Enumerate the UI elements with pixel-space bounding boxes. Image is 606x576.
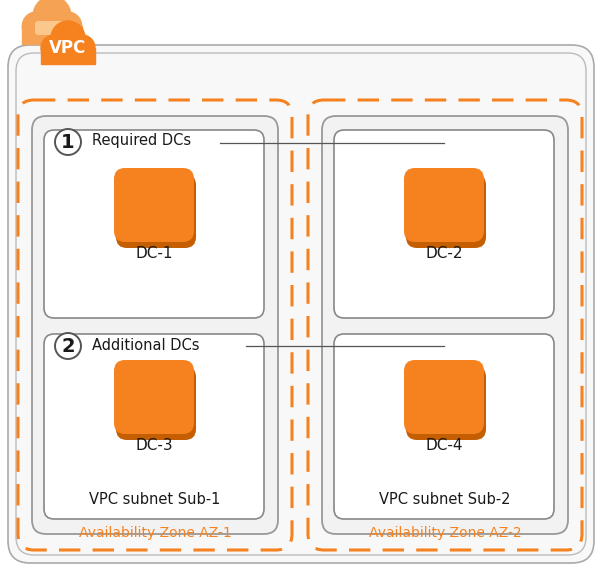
FancyBboxPatch shape (116, 174, 196, 248)
Circle shape (22, 12, 51, 40)
Circle shape (33, 0, 71, 34)
Circle shape (41, 35, 67, 61)
Text: 2: 2 (61, 336, 75, 355)
Text: VPC subnet Sub-1: VPC subnet Sub-1 (89, 492, 221, 507)
FancyBboxPatch shape (334, 130, 554, 318)
Text: VPC subnet Sub-2: VPC subnet Sub-2 (379, 492, 511, 507)
FancyBboxPatch shape (404, 168, 484, 242)
Bar (22, 26, 82, 44)
Circle shape (35, 22, 56, 44)
FancyBboxPatch shape (334, 334, 554, 519)
FancyBboxPatch shape (32, 116, 278, 534)
FancyBboxPatch shape (35, 21, 69, 35)
Circle shape (55, 333, 81, 359)
Text: DC-3: DC-3 (135, 438, 173, 453)
Bar (41, 48, 95, 64)
FancyBboxPatch shape (114, 168, 194, 242)
Circle shape (52, 44, 72, 64)
Text: DC-2: DC-2 (425, 247, 463, 262)
FancyBboxPatch shape (406, 174, 486, 248)
Circle shape (53, 12, 82, 40)
Text: DC-4: DC-4 (425, 438, 463, 453)
Circle shape (51, 21, 85, 55)
FancyBboxPatch shape (16, 53, 586, 555)
Circle shape (64, 44, 84, 64)
Text: Required DCs: Required DCs (92, 134, 191, 149)
Text: VPC: VPC (49, 39, 87, 57)
FancyBboxPatch shape (44, 130, 264, 318)
Text: Availability Zone AZ-2: Availability Zone AZ-2 (368, 526, 521, 540)
FancyBboxPatch shape (404, 360, 484, 434)
Text: Availability Zone AZ-1: Availability Zone AZ-1 (79, 526, 231, 540)
Circle shape (48, 22, 70, 44)
FancyBboxPatch shape (44, 334, 264, 519)
FancyBboxPatch shape (406, 366, 486, 440)
Text: DC-1: DC-1 (135, 247, 173, 262)
FancyBboxPatch shape (8, 45, 594, 563)
Text: 1: 1 (61, 132, 75, 151)
FancyBboxPatch shape (116, 366, 196, 440)
FancyBboxPatch shape (322, 116, 568, 534)
Circle shape (55, 129, 81, 155)
FancyBboxPatch shape (114, 360, 194, 434)
Text: Additional DCs: Additional DCs (92, 338, 199, 353)
Circle shape (69, 35, 95, 61)
